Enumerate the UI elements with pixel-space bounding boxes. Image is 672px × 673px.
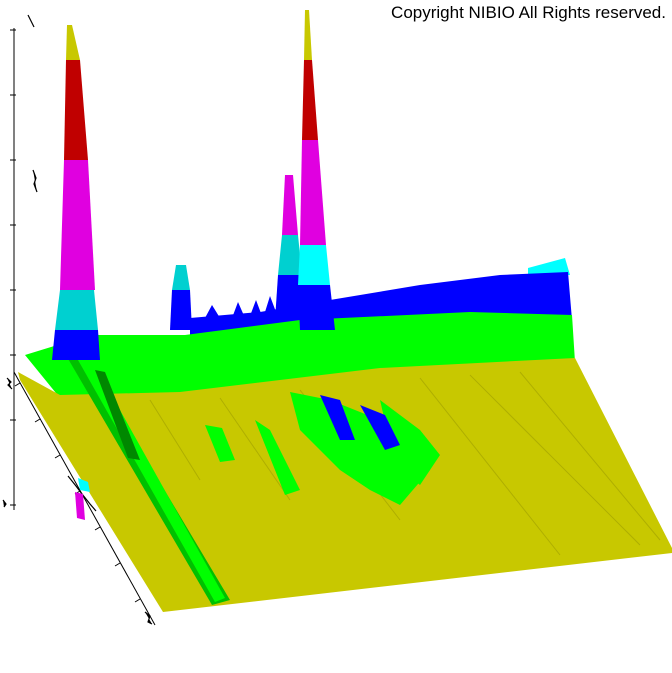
noise-bumps bbox=[205, 296, 276, 318]
floor-shading bbox=[149, 371, 661, 556]
surface bbox=[18, 10, 672, 612]
peak-3 bbox=[275, 175, 305, 320]
depth-axis bbox=[13, 371, 156, 626]
band-level2-middle bbox=[25, 312, 575, 398]
band-level4-right bbox=[528, 258, 570, 275]
band-level1-floor bbox=[18, 358, 672, 612]
vertical-axis-ticks bbox=[10, 29, 16, 506]
green-streaks bbox=[205, 392, 440, 505]
peak-2 bbox=[298, 10, 335, 330]
ridge-green-3 bbox=[95, 370, 140, 460]
blue-streaks bbox=[320, 395, 400, 450]
left-cyan-drop bbox=[78, 478, 90, 492]
left-magenta-drop bbox=[75, 492, 85, 520]
copyright-notice: Copyright NIBIO All Rights reserved. bbox=[391, 3, 666, 22]
peak-4 bbox=[170, 265, 192, 330]
peak-1 bbox=[52, 25, 100, 360]
